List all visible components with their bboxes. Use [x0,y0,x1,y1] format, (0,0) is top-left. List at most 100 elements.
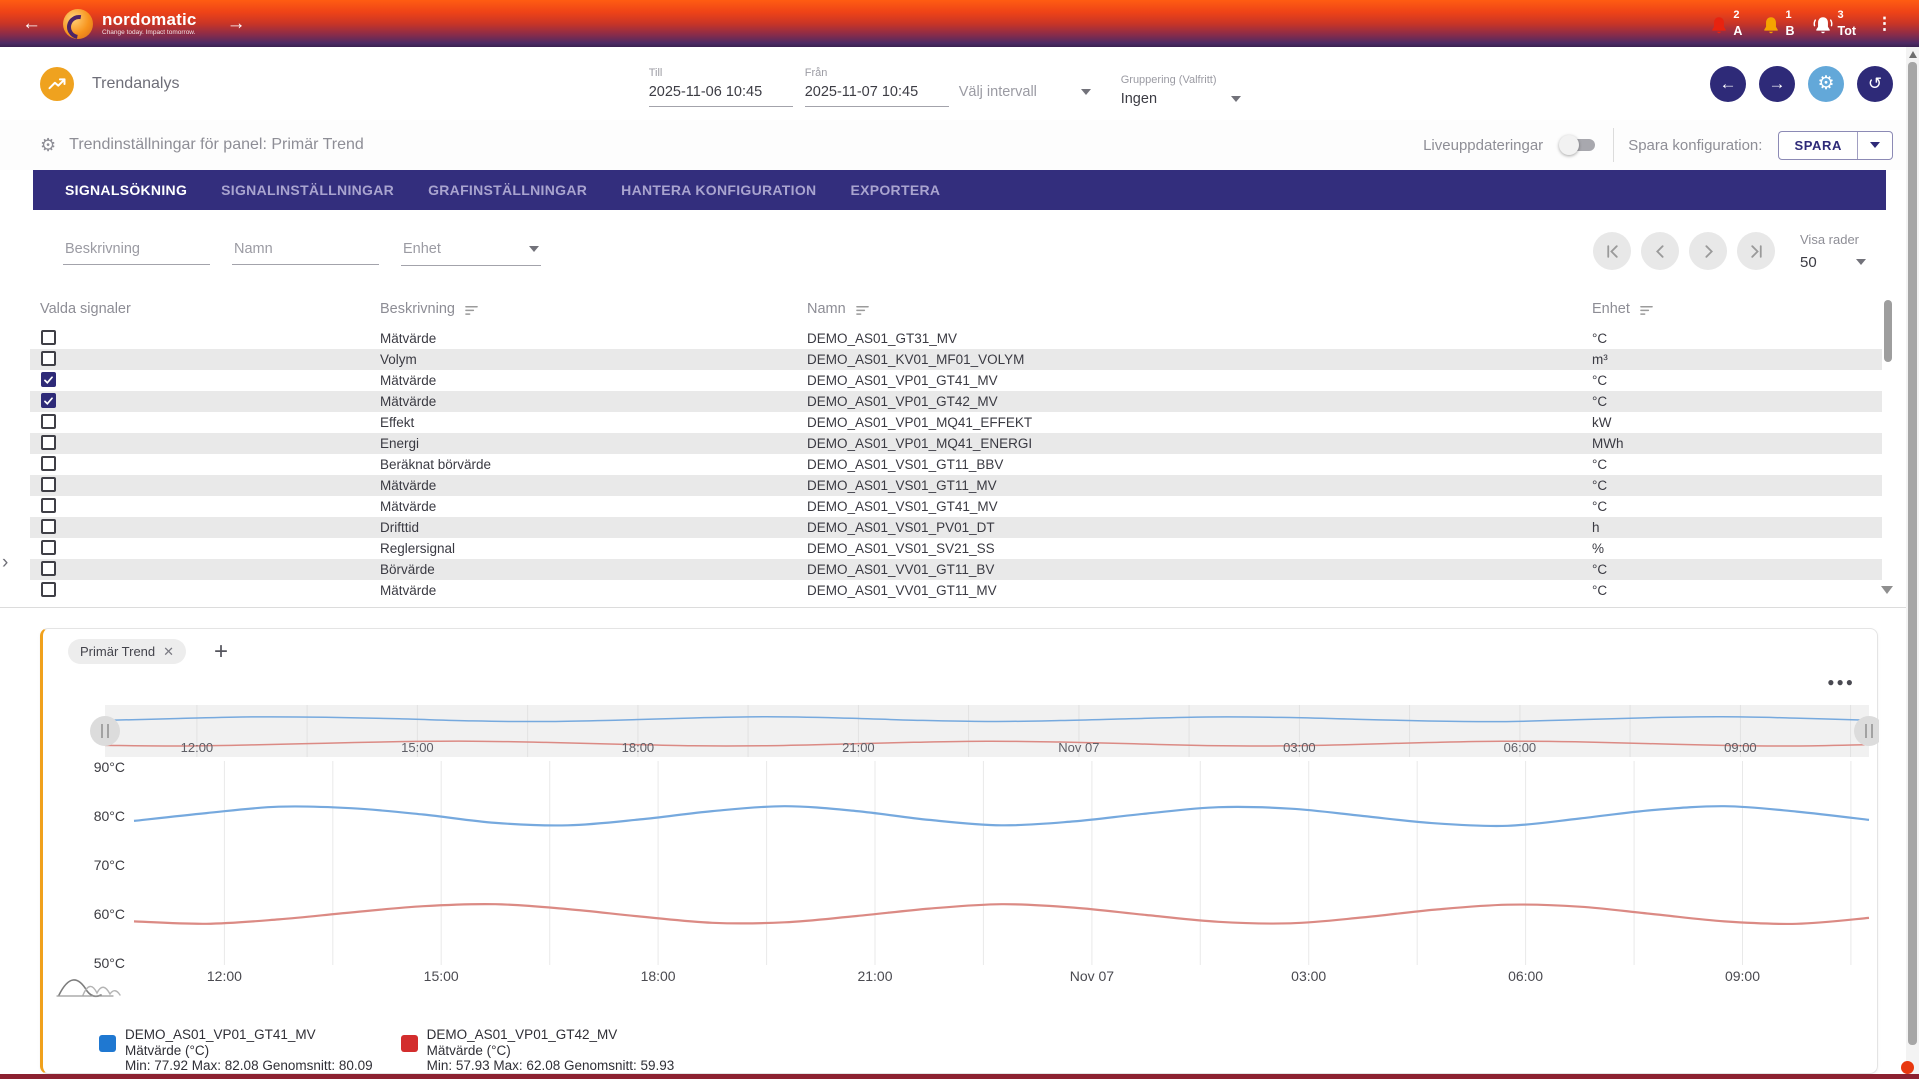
legend-swatch [401,1035,418,1052]
live-updates-toggle[interactable] [1559,135,1599,155]
alarm-indicator-b[interactable]: 1B [1760,10,1794,38]
date-to-value[interactable]: 2025-11-06 10:45 [649,84,793,107]
signal-checkbox[interactable] [41,393,56,408]
add-panel-button[interactable]: + [214,640,228,664]
tab-signalinst-llningar[interactable]: SIGNALINSTÄLLNINGAR [204,170,411,210]
y-axis-label: 60°C [94,906,125,922]
navigator-tick-label: 09:00 [1724,740,1757,755]
tab-grafinst-llningar[interactable]: GRAFINSTÄLLNINGAR [411,170,604,210]
panel-settings-row: ⚙ Trendinställningar för panel: Primär T… [0,120,1919,170]
signal-checkbox[interactable] [41,519,56,534]
signal-checkbox[interactable] [41,414,56,429]
unit-filter-select[interactable]: Enhet [401,237,541,266]
chart-options-menu-icon[interactable]: ●●● [1827,675,1855,689]
table-scrollbar-thumb[interactable] [1884,300,1892,362]
series-line-0[interactable] [134,806,1869,826]
trend-chart[interactable]: 12:0015:0018:0021:00Nov 0703:0006:0009:0… [49,693,1879,1009]
sort-icon[interactable] [855,303,870,316]
sort-icon[interactable] [464,303,479,316]
table-row[interactable]: MätvärdeDEMO_AS01_VS01_GT41_MV°C [30,496,1882,517]
panel-chip-primar-trend[interactable]: Primär Trend ✕ [68,639,186,664]
legend-text: DEMO_AS01_VP01_GT42_MVMätvärde (°C)Min: … [427,1027,675,1074]
legend-series-stats: Min: 77.92 Max: 82.08 Genomsnitt: 80.09 [125,1058,373,1073]
brand-logo[interactable]: nordomatic Change today. Impact tomorrow… [63,9,197,39]
column-header-name: Namn [807,301,870,317]
table-row[interactable]: VolymDEMO_AS01_KV01_MF01_VOLYMm³ [30,349,1882,370]
overflow-menu-icon[interactable]: ⋮ [1876,14,1893,34]
table-scroll-down-icon[interactable] [1881,586,1893,594]
navigator-tick-label: Nov 07 [1058,740,1099,755]
signal-checkbox[interactable] [41,498,56,513]
table-row[interactable]: EffektDEMO_AS01_VP01_MQ41_EFFEKTkW [30,412,1882,433]
nordomatic-logo-icon [63,9,93,39]
rows-per-page-select[interactable]: Visa rader 50 [1800,232,1866,271]
series-line-1[interactable] [134,904,1869,924]
table-row[interactable]: MätvärdeDEMO_AS01_GT31_MV°C [30,328,1882,349]
signal-checkbox[interactable] [41,540,56,555]
legend-entry-0[interactable]: DEMO_AS01_VP01_GT41_MVMätvärde (°C)Min: … [99,1027,373,1074]
date-to-label: Till [649,67,793,79]
date-from-value[interactable]: 2025-11-07 10:45 [805,84,949,107]
description-filter-input[interactable] [63,237,210,265]
previous-page-button[interactable] [1641,232,1679,270]
alarm-indicator-a[interactable]: 2A [1708,10,1742,38]
brand-tagline: Change today. Impact tomorrow. [102,30,197,37]
step-forward-button[interactable]: → [1759,66,1795,102]
cell-description: Mätvärde [380,370,436,391]
grouping-select[interactable]: Gruppering (Valfritt) Ingen [1121,61,1241,107]
signal-checkbox[interactable] [41,372,56,387]
forward-arrow-icon[interactable]: → [219,9,254,39]
table-row[interactable]: EnergiDEMO_AS01_VP01_MQ41_ENERGIMWh [30,433,1882,454]
range-navigator[interactable] [105,705,1869,757]
back-arrow-icon[interactable]: ← [14,9,49,39]
table-row[interactable]: DrifttidDEMO_AS01_VS01_PV01_DTh [30,517,1882,538]
signal-checkbox[interactable] [41,330,56,345]
cell-description: Volym [380,349,417,370]
navigator-preview-icon[interactable] [57,980,120,996]
legend-series-sub: Mätvärde (°C) [125,1043,209,1058]
cell-unit: % [1592,538,1604,559]
save-options-dropdown[interactable] [1858,132,1892,159]
sort-icon[interactable] [1639,303,1654,316]
name-filter-input[interactable] [232,237,379,265]
signal-checkbox[interactable] [41,351,56,366]
date-from-label: Från [805,67,949,79]
last-page-button[interactable] [1737,232,1775,270]
signal-checkbox[interactable] [41,435,56,450]
save-button[interactable]: SPARA [1779,132,1857,159]
interval-select[interactable]: Välj intervall [959,61,1091,107]
navigator-handle-left[interactable] [90,716,120,746]
cell-unit: m³ [1592,349,1608,370]
alarm-indicators: 2A 1B 3Tot [1708,10,1856,38]
cell-unit: °C [1592,559,1607,580]
tab-signals-kning[interactable]: SIGNALSÖKNING [48,170,204,210]
alarm-indicator-tot[interactable]: 3Tot [1812,10,1856,38]
gear-icon: ⚙ [40,135,56,156]
chart-canvas[interactable]: 12:0015:0018:0021:00Nov 0703:0006:0009:0… [49,693,1879,1009]
next-page-button[interactable] [1689,232,1727,270]
signal-checkbox[interactable] [41,561,56,576]
first-page-button[interactable] [1593,232,1631,270]
signal-checkbox[interactable] [41,477,56,492]
date-from-field[interactable]: Från 2025-11-07 10:45 [805,61,949,107]
page-scrollbar-thumb[interactable] [1908,62,1917,1045]
tab-hantera-konfiguration[interactable]: HANTERA KONFIGURATION [604,170,833,210]
table-row[interactable]: ReglersignalDEMO_AS01_VS01_SV21_SS% [30,538,1882,559]
table-row[interactable]: MätvärdeDEMO_AS01_VP01_GT42_MV°C [30,391,1882,412]
step-back-button[interactable]: ← [1710,66,1746,102]
table-row[interactable]: MätvärdeDEMO_AS01_VS01_GT11_MV°C [30,475,1882,496]
close-icon[interactable]: ✕ [163,645,174,658]
table-row[interactable]: MätvärdeDEMO_AS01_VP01_GT41_MV°C [30,370,1882,391]
signal-checkbox[interactable] [41,456,56,471]
sidebar-expand-chevron-icon[interactable]: › [2,552,8,574]
tab-exportera[interactable]: EXPORTERA [833,170,957,210]
settings-button[interactable]: ⚙ [1808,66,1844,102]
scroll-up-icon[interactable] [1909,51,1917,58]
date-to-field[interactable]: Till 2025-11-06 10:45 [649,61,793,107]
refresh-button[interactable]: ↺ [1857,66,1893,102]
table-row[interactable]: Beräknat börvärdeDEMO_AS01_VS01_GT11_BBV… [30,454,1882,475]
signal-checkbox[interactable] [41,582,56,597]
legend-entry-1[interactable]: DEMO_AS01_VP01_GT42_MVMätvärde (°C)Min: … [401,1027,675,1074]
table-row[interactable]: MätvärdeDEMO_AS01_VV01_GT11_MV°C [30,580,1882,601]
table-row[interactable]: BörvärdeDEMO_AS01_VV01_GT11_BV°C [30,559,1882,580]
